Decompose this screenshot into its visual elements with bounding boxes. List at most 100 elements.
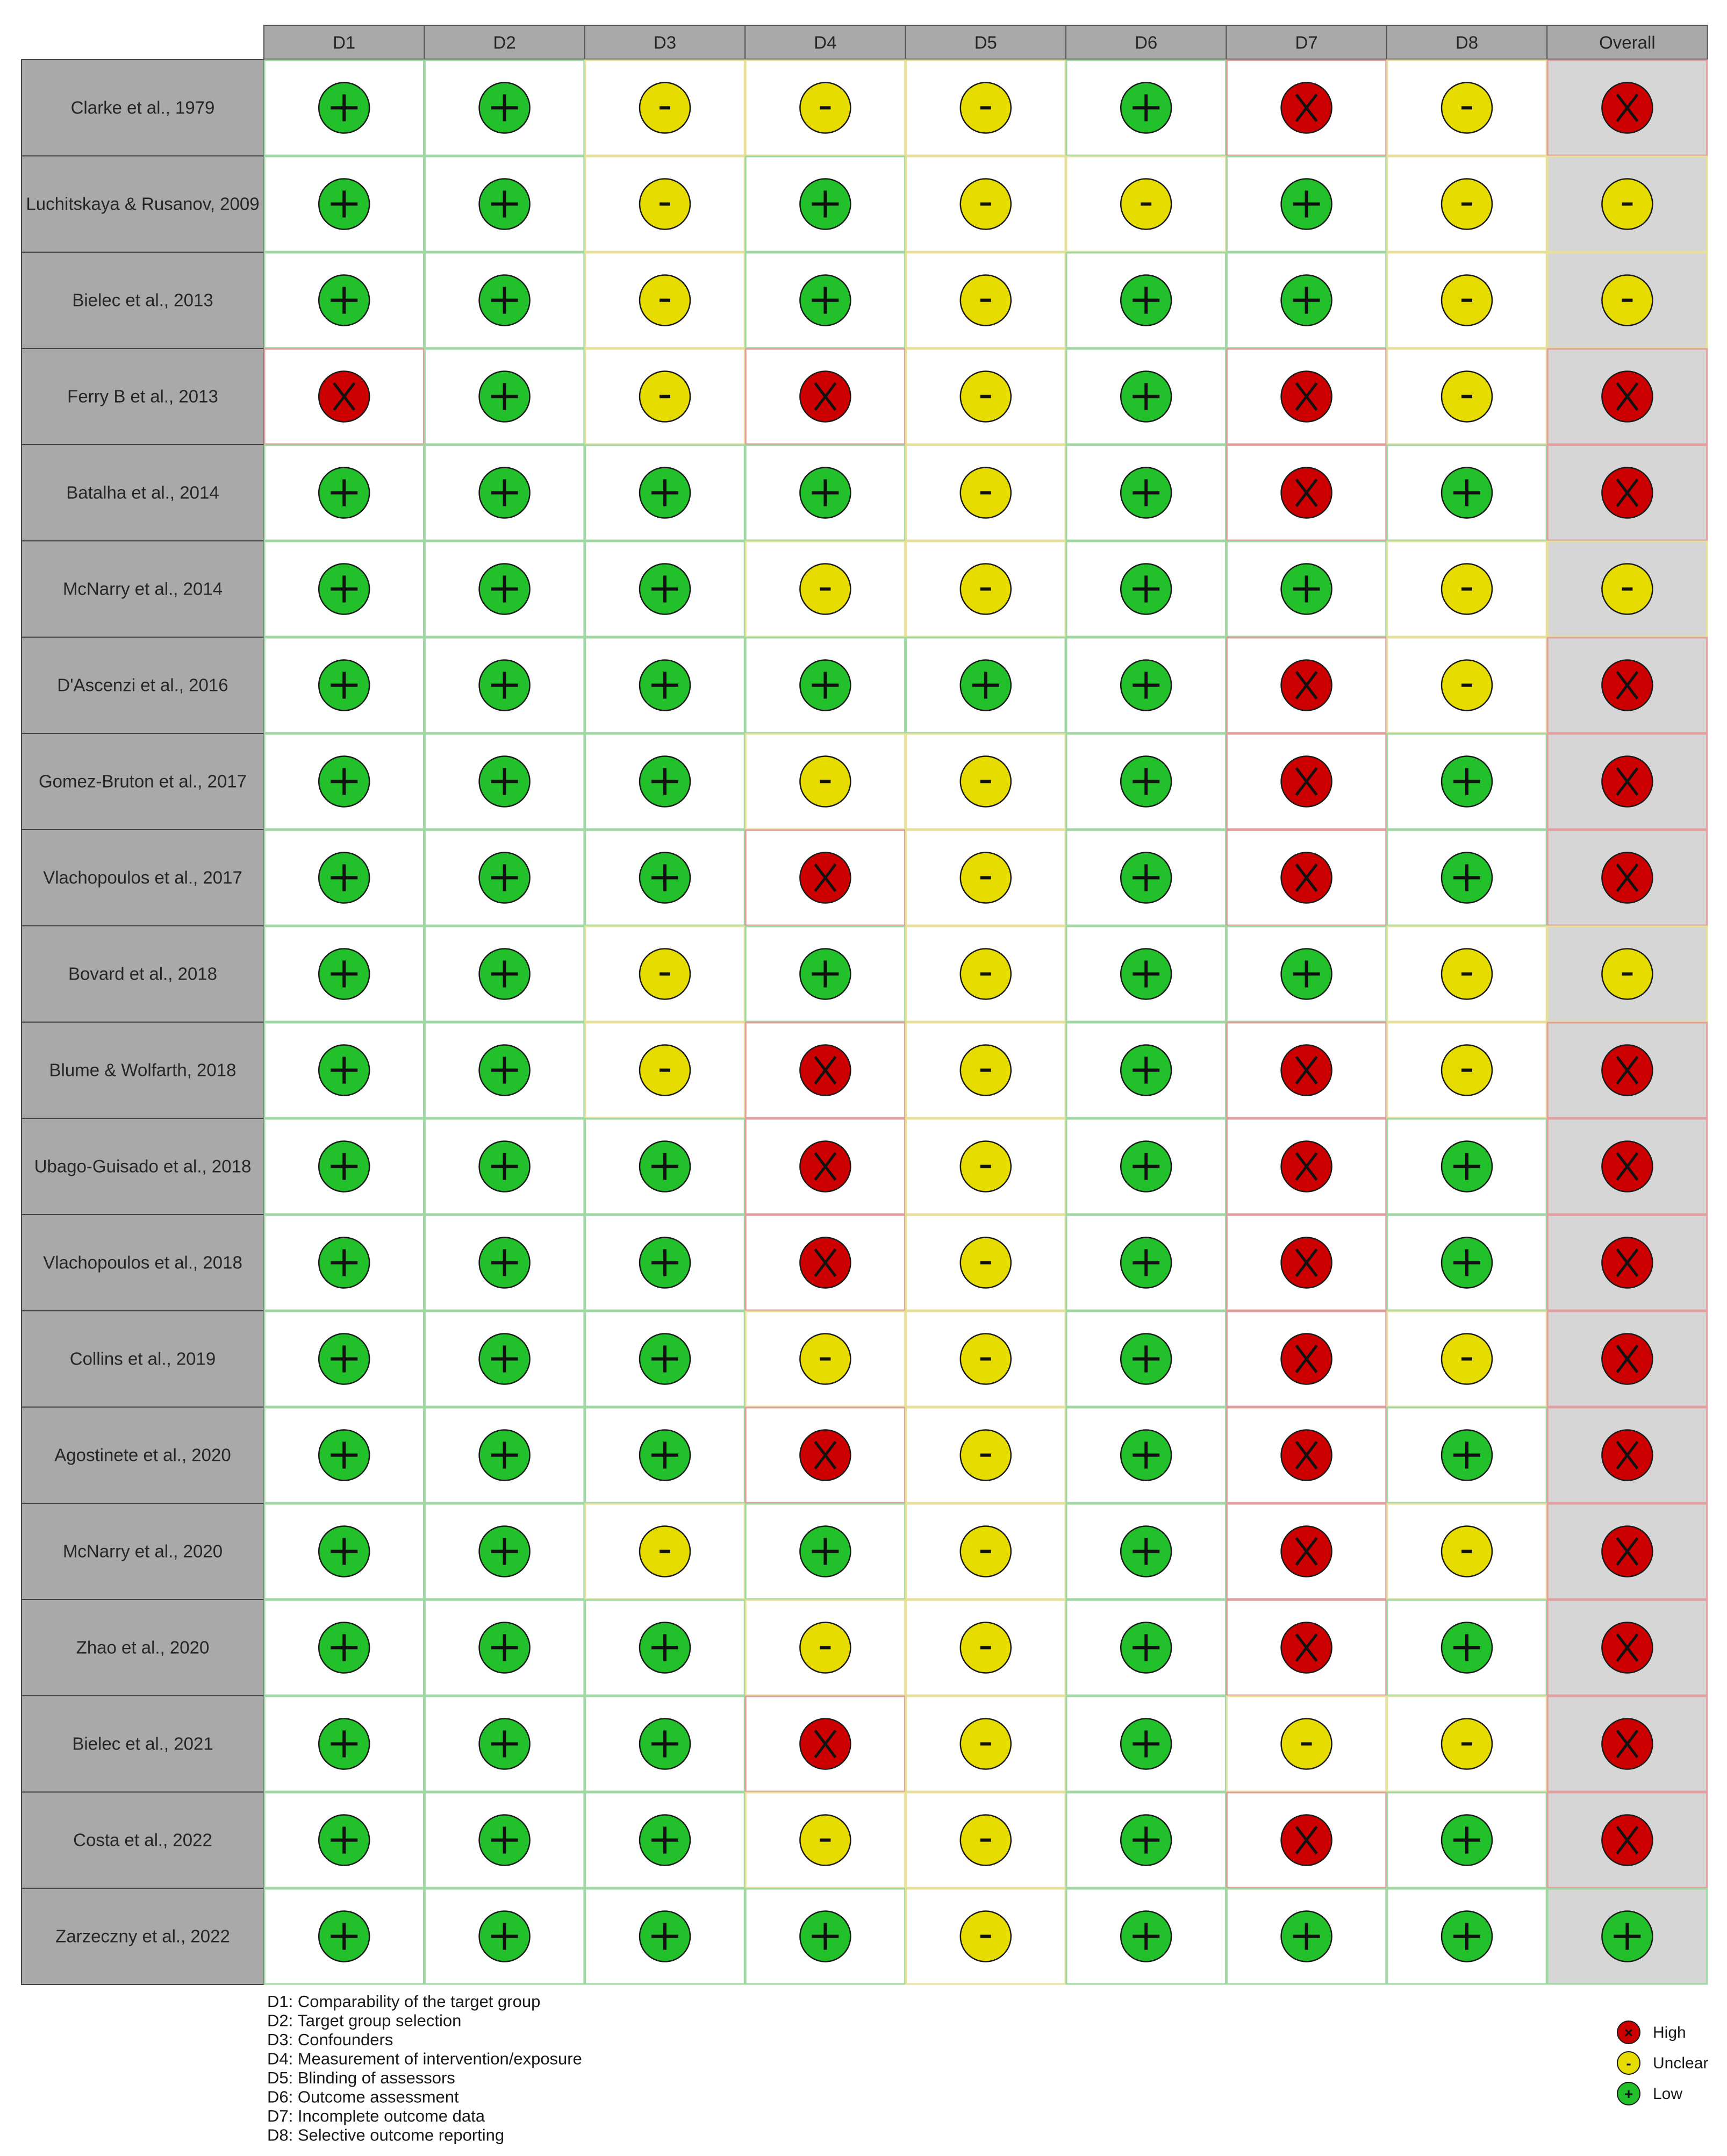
rating-cell: [584, 1695, 746, 1793]
rating-cell: [263, 1118, 425, 1215]
rating-cell-background: [1546, 59, 1708, 156]
rating-cell: [263, 1888, 425, 1985]
rating-cell-background: [424, 925, 585, 1023]
rating-cell: [744, 1118, 906, 1215]
rating-cell: [744, 1695, 906, 1793]
rating-cell: [584, 1791, 746, 1889]
cross-icon: [1616, 1440, 1639, 1470]
legend-high-icon: [1617, 2021, 1640, 2044]
rating-cell: [744, 1310, 906, 1408]
cross-icon: [1295, 1055, 1318, 1085]
rating-cell: [1386, 637, 1547, 734]
rating-cell: [1226, 1310, 1387, 1408]
study-label: Clarke et al., 1979: [71, 98, 215, 118]
rating-cell: [1386, 444, 1547, 541]
rating-cell: [1386, 925, 1547, 1023]
rating-cell: [905, 1022, 1066, 1119]
study-label: Bovard et al., 2018: [68, 964, 217, 984]
cross-icon: [1616, 1152, 1639, 1181]
header-label-d6: D6: [1135, 33, 1157, 53]
rating-cell: [905, 1118, 1066, 1215]
cross-icon: [1295, 1440, 1318, 1470]
rating-cell: [905, 540, 1066, 638]
rating-cell: [905, 155, 1066, 253]
cross-icon: [1295, 670, 1318, 700]
rating-cell: [1386, 155, 1547, 253]
rating-cell: [584, 733, 746, 830]
rating-cell: [1065, 1599, 1227, 1696]
overall-cell: [1546, 444, 1708, 541]
study-label-cell: [21, 1888, 264, 1985]
legend-label-unclear: Unclear: [1653, 2054, 1708, 2072]
header-label-d1: D1: [333, 33, 355, 53]
rating-cell: [1386, 1888, 1547, 1985]
cross-icon: [1616, 670, 1639, 700]
study-label: Gomez-Bruton et al., 2017: [39, 772, 247, 791]
rating-cell: [263, 1407, 425, 1504]
rating-cell: [424, 733, 585, 830]
header-label-d2: D2: [493, 33, 516, 53]
legend-low-icon: [1617, 2082, 1640, 2105]
legend: × High - Unclear + Low: [1617, 2021, 1708, 2105]
domain-note: D8: Selective outcome reporting: [267, 2126, 504, 2145]
rating-cell: [584, 925, 746, 1023]
cross-icon: [1616, 1729, 1639, 1759]
rating-cell: [744, 1407, 906, 1504]
rating-cell: [1226, 1503, 1387, 1600]
study-label-cell: [21, 1310, 264, 1408]
header-cell-d1: [263, 25, 425, 60]
rating-cell: [584, 1214, 746, 1311]
rating-cell: [263, 348, 425, 445]
rating-cell: [905, 444, 1066, 541]
rating-cell-background: [905, 444, 1066, 541]
rating-cell: [584, 1310, 746, 1408]
rating-cell: [1065, 829, 1227, 926]
rating-cell: [424, 1407, 585, 1504]
header-cell-d6: [1065, 25, 1227, 60]
study-label: Ferry B et al., 2013: [67, 387, 218, 406]
rating-cell: [1226, 925, 1387, 1023]
rating-cell: [905, 1214, 1066, 1311]
rating-cell: [744, 59, 906, 156]
rating-cell: [424, 1214, 585, 1311]
rating-cell: [424, 925, 585, 1023]
rating-cell: [744, 252, 906, 349]
rating-cell: [1065, 637, 1227, 734]
cross-icon: [1295, 1537, 1318, 1566]
rating-cell: [1226, 1214, 1387, 1311]
header-label-d5: D5: [974, 33, 997, 53]
study-label: Blume & Wolfarth, 2018: [49, 1060, 237, 1080]
rating-cell: [424, 1695, 585, 1793]
rating-cell: [424, 252, 585, 349]
rating-cell: [1226, 733, 1387, 830]
cross-icon: [1616, 863, 1639, 893]
cross-icon: [814, 1152, 837, 1181]
cross-icon: [1616, 1537, 1639, 1566]
study-label: Ubago-Guisado et al., 2018: [34, 1156, 252, 1176]
rating-cell: [584, 444, 746, 541]
rating-cell: [263, 1022, 425, 1119]
study-label-cell: [21, 444, 264, 541]
rating-cell: [1226, 1888, 1387, 1985]
overall-cell: [1546, 1888, 1708, 1985]
rating-cell: [744, 1503, 906, 1600]
rating-cell: [1226, 444, 1387, 541]
rating-cell: [263, 1214, 425, 1311]
study-label-cell: [21, 1022, 264, 1119]
cross-icon: [1295, 93, 1318, 123]
rating-cell: [1065, 1695, 1227, 1793]
rating-cell: [744, 1022, 906, 1119]
header-cell-overall: [1546, 25, 1708, 60]
legend-label-low: Low: [1653, 2085, 1682, 2103]
rating-cell: [424, 637, 585, 734]
cross-icon: [1295, 478, 1318, 508]
rating-cell: [1065, 733, 1227, 830]
rating-cell: [905, 1599, 1066, 1696]
rating-cell: [263, 1791, 425, 1889]
study-label-cell: [21, 1695, 264, 1793]
overall-cell: [1546, 1118, 1708, 1215]
overall-cell: [1546, 348, 1708, 445]
rating-cell: [1226, 1022, 1387, 1119]
rating-cell: [584, 1118, 746, 1215]
header-label-d3: D3: [654, 33, 676, 53]
